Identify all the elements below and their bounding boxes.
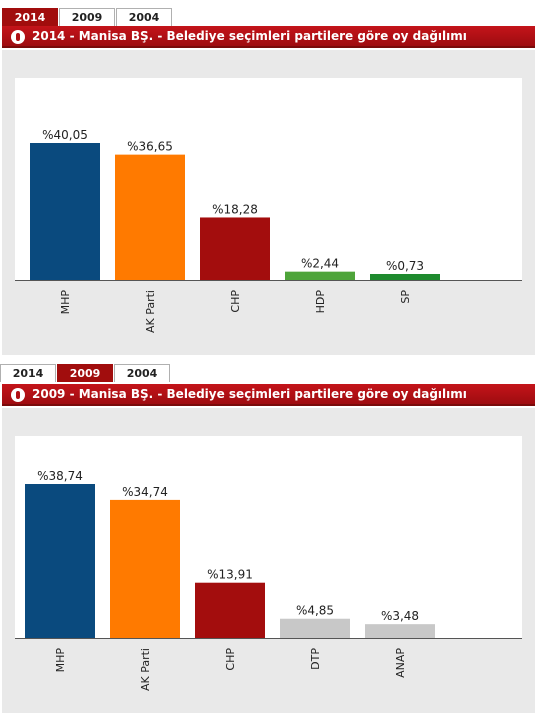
bar-dtp[interactable] bbox=[280, 618, 350, 638]
data-label: %0,73 bbox=[386, 259, 424, 273]
year-tabs: 2014 2009 2004 bbox=[0, 362, 171, 382]
category-label: HDP bbox=[314, 290, 327, 314]
category-label: MHP bbox=[54, 648, 67, 673]
data-label: %2,44 bbox=[301, 257, 339, 271]
data-label: %4,85 bbox=[296, 604, 334, 618]
tab-2004[interactable]: 2004 bbox=[114, 364, 170, 382]
category-label: ANAP bbox=[394, 648, 407, 678]
bar-chp[interactable] bbox=[195, 582, 265, 638]
bar-chp[interactable] bbox=[200, 217, 270, 280]
chart-title: 2009 - Manisa BŞ. - Belediye seçimleri p… bbox=[32, 387, 467, 401]
category-label: DTP bbox=[309, 648, 322, 670]
bar-chart: %40,05 MHP %36,65 AK Parti %18,28 CHP %2,44 HDP… bbox=[15, 78, 522, 333]
data-label: %38,74 bbox=[37, 469, 83, 483]
category-label: AK Parti bbox=[144, 290, 157, 333]
chart-title-bar: 2009 - Manisa BŞ. - Belediye seçimleri p… bbox=[2, 384, 535, 406]
bar-mhp[interactable] bbox=[25, 484, 95, 638]
bar-hdp[interactable] bbox=[285, 271, 355, 280]
chart-title-bar: 2014 - Manisa BŞ. - Belediye seçimleri p… bbox=[2, 26, 535, 48]
chart-area: %38,74 MHP %34,74 AK Parti %13,91 CHP %4,85 DTP… bbox=[2, 408, 535, 713]
tab-2009[interactable]: 2009 bbox=[59, 8, 115, 26]
tab-2014[interactable]: 2014 bbox=[0, 364, 56, 382]
category-label: CHP bbox=[229, 290, 242, 313]
tab-2004[interactable]: 2004 bbox=[116, 8, 172, 26]
bar-mhp[interactable] bbox=[30, 143, 100, 280]
bar-ak-parti[interactable] bbox=[110, 499, 180, 638]
category-label: MHP bbox=[59, 290, 72, 315]
tab-2014[interactable]: 2014 bbox=[2, 8, 58, 26]
chart-area: %40,05 MHP %36,65 AK Parti %18,28 CHP %2,44 HDP… bbox=[2, 50, 535, 355]
info-icon bbox=[11, 30, 25, 44]
plot-background bbox=[15, 436, 522, 639]
category-label: SP bbox=[399, 290, 412, 304]
data-label: %18,28 bbox=[212, 202, 258, 216]
chart-title: 2014 - Manisa BŞ. - Belediye seçimleri p… bbox=[32, 29, 467, 43]
data-label: %34,74 bbox=[122, 485, 168, 499]
tab-2009[interactable]: 2009 bbox=[57, 364, 113, 382]
bar-sp[interactable] bbox=[370, 274, 440, 280]
data-label: %40,05 bbox=[42, 128, 88, 142]
category-label: AK Parti bbox=[139, 648, 152, 691]
info-icon bbox=[11, 388, 25, 402]
bar-ak-parti[interactable] bbox=[115, 154, 185, 280]
bar-chart: %38,74 MHP %34,74 AK Parti %13,91 CHP %4,85 DTP… bbox=[15, 436, 522, 691]
category-label: CHP bbox=[224, 648, 237, 671]
data-label: %36,65 bbox=[127, 140, 173, 154]
year-tabs: 2014 2009 2004 bbox=[2, 6, 173, 26]
data-label: %13,91 bbox=[207, 568, 253, 582]
bar-anap[interactable] bbox=[365, 624, 435, 638]
data-label: %3,48 bbox=[381, 609, 419, 623]
